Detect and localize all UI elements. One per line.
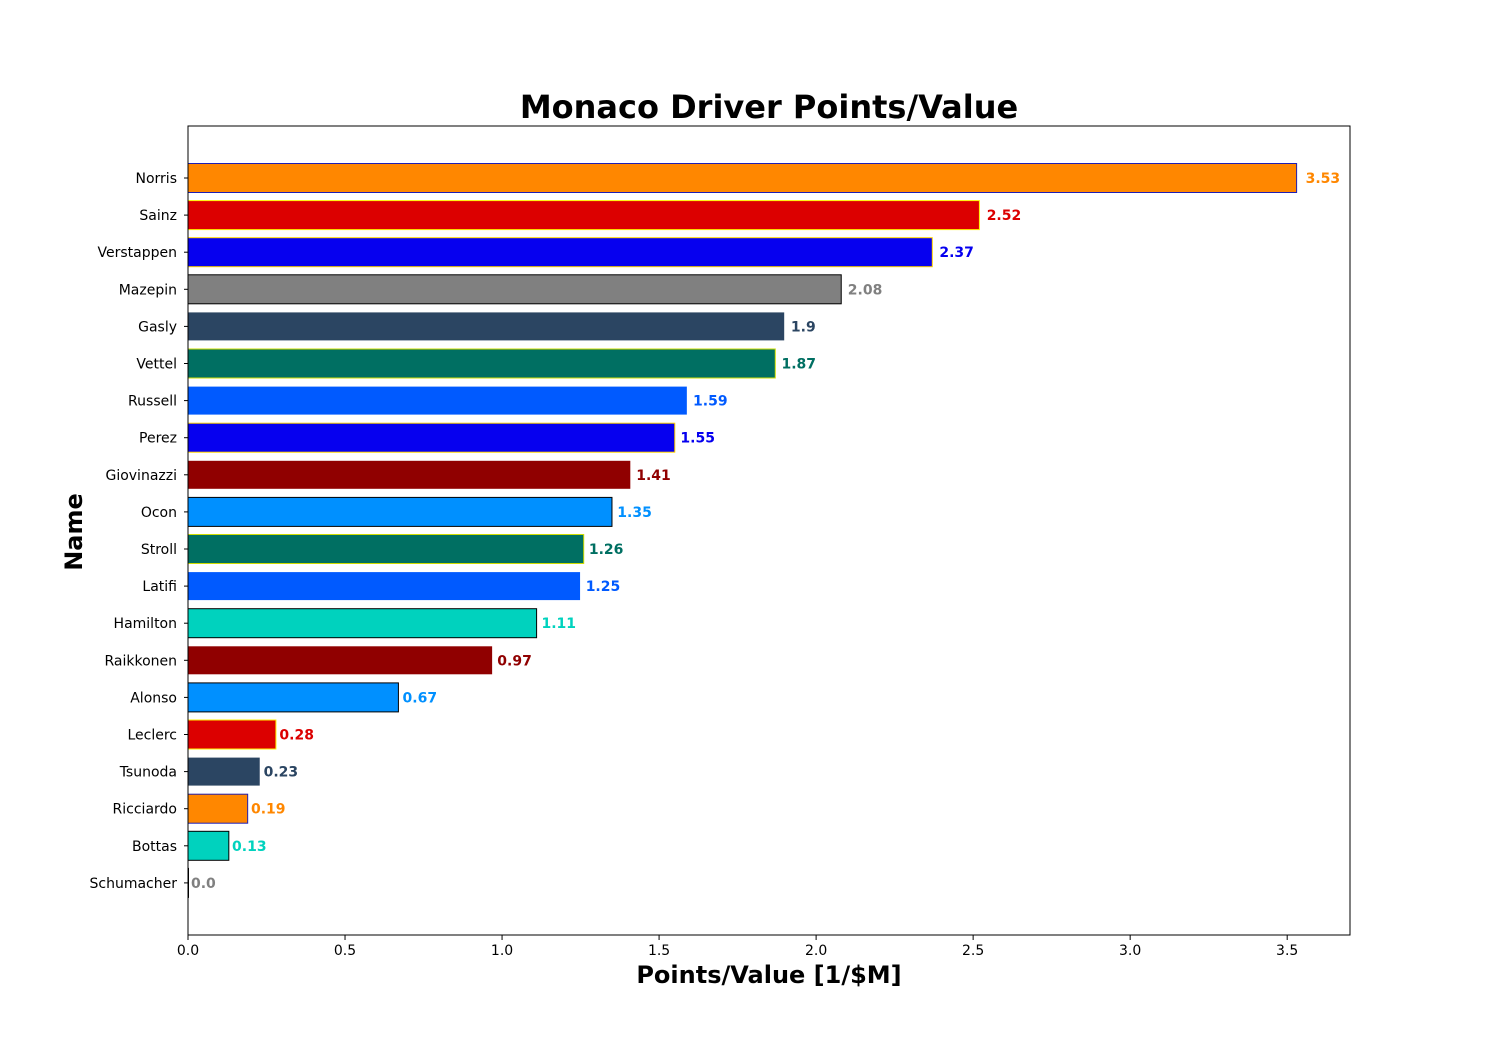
bar bbox=[187, 793, 249, 824]
y-tick-label: Schumacher bbox=[90, 876, 178, 892]
y-tick-label: Sainz bbox=[139, 208, 177, 224]
x-tick-label: 1.5 bbox=[648, 943, 670, 959]
y-tick-label: Ricciardo bbox=[113, 802, 177, 818]
bar bbox=[187, 571, 582, 602]
x-tick-label: 3.5 bbox=[1276, 943, 1298, 959]
y-tick-label: Ocon bbox=[141, 505, 177, 521]
y-tick-label: Gasly bbox=[138, 319, 177, 335]
bar bbox=[187, 200, 980, 231]
data-label: 0.0 bbox=[191, 876, 216, 892]
x-tick-label: 3.0 bbox=[1119, 943, 1141, 959]
data-label: 0.13 bbox=[232, 839, 267, 855]
chart-title: Monaco Driver Points/Value bbox=[520, 88, 1018, 126]
y-tick-label: Perez bbox=[139, 431, 177, 447]
y-tick-label: Leclerc bbox=[127, 728, 177, 744]
plot-frame bbox=[187, 125, 1351, 936]
bar bbox=[187, 756, 261, 787]
bar bbox=[187, 311, 786, 342]
bar bbox=[187, 237, 933, 268]
data-label: 2.37 bbox=[939, 245, 974, 261]
y-tick-label: Russell bbox=[128, 394, 177, 410]
data-label: 1.11 bbox=[541, 616, 576, 632]
data-label: 1.35 bbox=[617, 505, 652, 521]
data-label: 0.97 bbox=[497, 653, 532, 669]
data-label: 0.23 bbox=[264, 765, 299, 781]
data-label: 1.25 bbox=[586, 579, 621, 595]
bar bbox=[187, 385, 688, 416]
data-label: 1.55 bbox=[680, 431, 715, 447]
plot-area: 3.53 Norris 2.52 Sainz 2.37 Verstappen 2.08 Maz… bbox=[90, 125, 1351, 959]
x-tick-label: 1.0 bbox=[491, 943, 513, 959]
bar bbox=[187, 496, 613, 527]
x-axis-title: Points/Value [1/$M] bbox=[636, 961, 901, 989]
y-tick-label: Verstappen bbox=[98, 245, 177, 261]
data-label: 0.67 bbox=[403, 690, 438, 706]
y-tick-label: Alonso bbox=[130, 690, 177, 706]
x-tick-label: 0.0 bbox=[177, 943, 199, 959]
y-axis-title: Name bbox=[60, 493, 88, 571]
data-label: 0.28 bbox=[279, 728, 314, 744]
y-tick-label: Latifi bbox=[142, 579, 177, 595]
y-tick-label: Norris bbox=[136, 171, 178, 187]
y-tick-label: Stroll bbox=[141, 542, 177, 558]
data-label: 2.08 bbox=[848, 282, 883, 298]
data-label: 1.26 bbox=[589, 542, 624, 558]
y-tick-label: Hamilton bbox=[114, 616, 177, 632]
data-label: 1.41 bbox=[636, 468, 671, 484]
data-label: 1.87 bbox=[781, 357, 816, 373]
data-label: 2.52 bbox=[987, 208, 1022, 224]
bar bbox=[187, 163, 1298, 193]
y-tick-label: Mazepin bbox=[119, 282, 177, 298]
y-tick-label: Bottas bbox=[132, 839, 177, 855]
y-tick-label: Giovinazzi bbox=[105, 468, 177, 484]
bar bbox=[187, 459, 632, 490]
data-label: 0.19 bbox=[251, 802, 286, 818]
bar bbox=[187, 422, 676, 453]
data-label: 1.9 bbox=[791, 319, 816, 335]
bar bbox=[187, 830, 230, 861]
bar bbox=[187, 682, 399, 713]
x-tick-label: 2.5 bbox=[962, 943, 984, 959]
y-tick-label: Vettel bbox=[136, 357, 177, 373]
bar bbox=[187, 534, 585, 564]
data-label: 1.59 bbox=[693, 394, 728, 410]
bar bbox=[187, 348, 776, 379]
bar bbox=[187, 608, 538, 639]
y-tick-label: Raikkonen bbox=[104, 653, 177, 669]
x-tick-label: 0.5 bbox=[334, 943, 356, 959]
bar bbox=[187, 274, 842, 305]
x-tick-label: 2.0 bbox=[805, 943, 827, 959]
bar bbox=[187, 645, 494, 676]
data-label: 3.53 bbox=[1306, 171, 1341, 187]
y-tick-label: Tsunoda bbox=[119, 765, 177, 781]
bar bbox=[187, 719, 277, 750]
